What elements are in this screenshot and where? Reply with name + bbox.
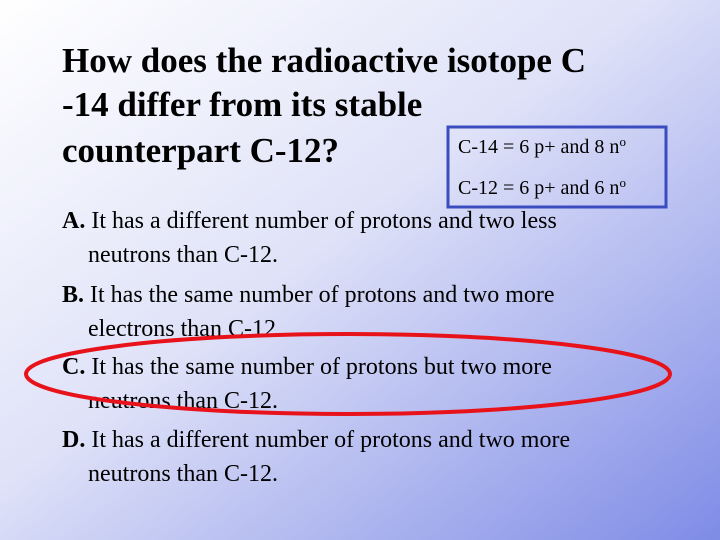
answer-highlight bbox=[24, 332, 672, 416]
title-line: -14 differ from its stable bbox=[62, 85, 422, 124]
option-text: It has a different number of protons and… bbox=[91, 208, 556, 234]
option-line: C. It has the same number of protons but… bbox=[62, 354, 552, 380]
note-text: C-12 = 6 p+ and 6 n bbox=[458, 177, 619, 199]
option-line: B. It has the same number of protons and… bbox=[62, 282, 555, 308]
option-line: D. It has a different number of protons … bbox=[62, 427, 570, 453]
option-line: neutrons than C-12. bbox=[88, 461, 278, 487]
note-line: C-12 = 6 p+ and 6 no bbox=[458, 175, 626, 199]
note-line: C-14 = 6 p+ and 8 no bbox=[458, 134, 626, 158]
option-line: A. It has a different number of protons … bbox=[62, 208, 557, 234]
option-letter: D. bbox=[62, 427, 85, 453]
option-text: It has the same number of protons but tw… bbox=[91, 354, 552, 380]
option-text: It has a different number of protons and… bbox=[91, 427, 570, 453]
note-sup: o bbox=[619, 175, 626, 190]
option-letter: A. bbox=[62, 208, 85, 234]
note-box bbox=[446, 125, 668, 209]
title-line: How does the radioactive isotope C bbox=[62, 41, 586, 80]
option-text: It has the same number of protons and tw… bbox=[90, 282, 555, 308]
title-line: counterpart C-12? bbox=[62, 131, 339, 170]
note-sup: o bbox=[619, 134, 626, 149]
note-text: C-14 = 6 p+ and 8 n bbox=[458, 136, 619, 158]
options: A. It has a different number of protons … bbox=[62, 208, 570, 487]
option-letter: B. bbox=[62, 282, 84, 308]
option-line: neutrons than C-12. bbox=[88, 242, 278, 268]
option-letter: C. bbox=[62, 354, 85, 380]
